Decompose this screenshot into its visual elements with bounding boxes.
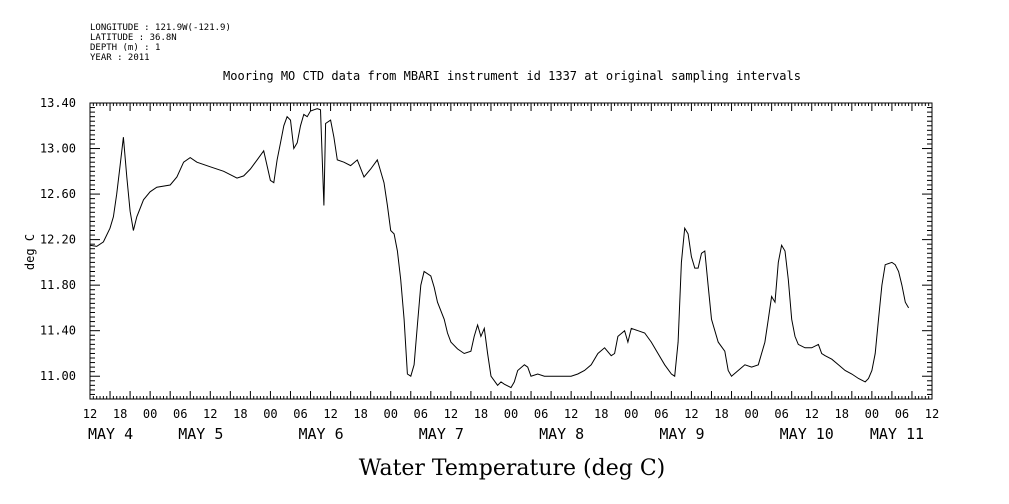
chart-title: Mooring MO CTD data from MBARI instrumen… xyxy=(223,69,801,83)
plot-frame xyxy=(89,102,933,400)
day-label: MAY 7 xyxy=(419,425,464,443)
y-axis-label: deg C xyxy=(23,234,37,270)
x-tick-label: 12 xyxy=(564,407,578,421)
x-tick-label: 00 xyxy=(624,407,638,421)
x-tick-label: 06 xyxy=(654,407,668,421)
y-tick-label: 12.60 xyxy=(40,187,76,201)
x-tick-label: 18 xyxy=(714,407,728,421)
x-tick-label: 00 xyxy=(383,407,397,421)
day-label: MAY 10 xyxy=(780,425,834,443)
header-year: YEAR : 2011 xyxy=(90,53,150,63)
day-label: MAY 6 xyxy=(299,425,344,443)
header-depth: DEPTH (m) : 1 xyxy=(90,43,160,53)
x-tick-label: 12 xyxy=(444,407,458,421)
x-tick-label: 06 xyxy=(534,407,548,421)
x-tick-label: 06 xyxy=(173,407,187,421)
y-tick-label: 13.00 xyxy=(40,142,76,156)
x-tick-label: 18 xyxy=(594,407,608,421)
x-tick-label: 00 xyxy=(504,407,518,421)
x-tick-label: 18 xyxy=(474,407,488,421)
x-tick-label: 00 xyxy=(744,407,758,421)
x-tick-label: 00 xyxy=(263,407,277,421)
x-tick-label: 12 xyxy=(804,407,818,421)
x-tick-label: 12 xyxy=(83,407,97,421)
y-tick-label: 11.40 xyxy=(40,324,76,338)
header-latitude: LATITUDE : 36.8N xyxy=(90,33,177,43)
series-line xyxy=(89,108,910,389)
x-tick-label: 18 xyxy=(353,407,367,421)
x-axis-ticks xyxy=(89,103,933,399)
header-longitude: LONGITUDE : 121.9W(-121.9) xyxy=(90,23,231,33)
y-tick-label: 12.20 xyxy=(40,233,76,247)
x-axis-title: Water Temperature (deg C) xyxy=(359,456,666,481)
x-axis-tick-labels: 12 18 00 06 12 18 00 06 12 18 00 06 12 18 00 06 12 18 00 06… xyxy=(83,407,939,421)
x-tick-label: 12 xyxy=(684,407,698,421)
y-axis-tick-labels: 13.40 13.00 12.60 12.20 11.80 11.40 11.00 xyxy=(40,96,76,383)
day-label: MAY 5 xyxy=(178,425,223,443)
x-tick-label: 06 xyxy=(774,407,788,421)
y-tick-label: 13.40 xyxy=(40,96,76,110)
x-tick-label: 12 xyxy=(925,407,939,421)
x-tick-label: 18 xyxy=(233,407,247,421)
x-tick-label: 18 xyxy=(835,407,849,421)
day-labels: MAY 4 MAY 5 MAY 6 MAY 7 MAY 8 MAY 9 MAY 10 MAY … xyxy=(88,425,924,443)
day-label: MAY 9 xyxy=(659,425,704,443)
y-tick-label: 11.80 xyxy=(40,278,76,292)
x-tick-label: 00 xyxy=(865,407,879,421)
x-tick-label: 12 xyxy=(203,407,217,421)
day-label: MAY 11 xyxy=(870,425,924,443)
x-tick-label: 06 xyxy=(895,407,909,421)
y-axis-ticks xyxy=(90,102,932,400)
x-tick-label: 06 xyxy=(414,407,428,421)
day-label: MAY 4 xyxy=(88,425,133,443)
x-tick-label: 18 xyxy=(113,407,127,421)
x-tick-label: 06 xyxy=(293,407,307,421)
header-block: LONGITUDE : 121.9W(-121.9) LATITUDE : 36… xyxy=(90,23,231,63)
day-label: MAY 8 xyxy=(539,425,584,443)
x-tick-label: 12 xyxy=(323,407,337,421)
x-tick-label: 00 xyxy=(143,407,157,421)
y-tick-label: 11.00 xyxy=(40,369,76,383)
